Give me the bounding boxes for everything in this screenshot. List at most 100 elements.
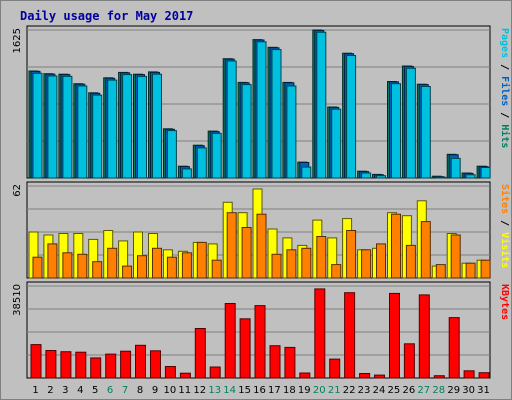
bar-hits-files-pages-pages-day-7 (122, 74, 133, 179)
x-tick-label: 31 (477, 385, 490, 396)
bar-visits-sites-sites-day-30 (465, 262, 476, 279)
x-tick-label: 13 (208, 385, 221, 396)
bar-visits-sites-sites-day-9 (152, 247, 162, 279)
legend-entry: Files (499, 76, 511, 106)
bar-kbytes-kbytes-day-27 (418, 294, 430, 379)
bar-hits-files-pages-pages-day-28 (435, 176, 446, 179)
x-tick-label: 3 (62, 385, 68, 396)
bar-hits-files-pages-pages-day-26 (405, 67, 416, 179)
bar-visits-sites-sites-day-5 (92, 261, 103, 279)
bar-visits-sites-sites-day-16 (256, 213, 267, 279)
bar-visits-sites-sites-day-8 (137, 255, 147, 279)
x-tick-label: 23 (358, 385, 371, 396)
x-tick-label: 16 (253, 385, 266, 396)
bar-hits-files-pages-pages-day-23 (361, 172, 372, 179)
x-tick-label: 8 (137, 385, 143, 396)
legend-entry: Visits (499, 232, 511, 268)
bar-kbytes-kbytes-day-14 (224, 303, 236, 379)
bar-visits-sites-sites-day-4 (77, 253, 88, 279)
x-tick-label: 1 (32, 385, 38, 396)
bar-kbytes-kbytes-day-30 (463, 370, 475, 379)
bar-kbytes-kbytes-day-31 (478, 372, 490, 379)
x-tick-label: 24 (373, 385, 386, 396)
bar-visits-sites-sites-day-28 (435, 264, 446, 279)
bar-hits-files-pages-pages-day-4 (77, 85, 88, 179)
legend-entry: Pages (499, 28, 510, 58)
bar-visits-sites-sites-day-11 (181, 252, 192, 279)
bar-hits-files-pages-pages-day-30 (465, 174, 476, 179)
bar-kbytes-kbytes-day-6 (105, 353, 117, 379)
bar-visits-sites-sites-day-2 (47, 243, 58, 279)
bar-visits-sites-sites-day-17 (271, 253, 282, 279)
bar-kbytes-kbytes-day-7 (120, 350, 132, 379)
bar-kbytes-kbytes-day-21 (329, 358, 341, 379)
legend-entry: / (499, 214, 510, 232)
bar-visits-sites-sites-day-3 (62, 252, 73, 279)
bar-hits-files-pages-pages-day-17 (271, 49, 282, 179)
bar-kbytes-kbytes-day-3 (60, 351, 72, 379)
bar-visits-sites-sites-day-29 (450, 234, 461, 279)
bar-kbytes-kbytes-day-4 (75, 351, 87, 379)
bar-hits-files-pages-pages-day-3 (62, 75, 73, 179)
bar-kbytes-kbytes-day-28 (433, 375, 445, 379)
x-tick-label: 22 (343, 385, 356, 396)
bar-kbytes-kbytes-day-11 (179, 372, 191, 379)
bar-visits-sites-sites-day-31 (480, 259, 491, 279)
bar-hits-files-pages-pages-day-6 (107, 79, 118, 179)
chart-panels: 1625 Pages / Files / Hits 62 Sites / Visits… (12, 25, 511, 379)
bar-hits-files-pages-pages-day-13 (211, 132, 222, 179)
bar-kbytes-kbytes-day-16 (254, 305, 266, 379)
x-tick-label: 14 (223, 385, 236, 396)
x-tick-label: 9 (152, 385, 158, 396)
bar-hits-files-pages-pages-day-19 (301, 166, 312, 179)
series-sites (32, 212, 491, 279)
legend: KBytes (499, 284, 510, 320)
x-tick-label: 19 (298, 385, 311, 396)
x-tick-label: 7 (122, 385, 128, 396)
bar-visits-sites-sites-day-19 (301, 247, 312, 279)
bar-kbytes-kbytes-day-20 (314, 288, 326, 379)
x-tick-label: 21 (328, 385, 341, 396)
x-tick-label: 17 (268, 385, 281, 396)
bar-kbytes-kbytes-day-26 (403, 343, 415, 379)
bar-visits-sites-sites-day-7 (122, 265, 133, 279)
bar-hits-files-pages-pages-day-22 (346, 55, 357, 179)
bar-hits-files-pages-pages-day-12 (196, 147, 207, 179)
bar-kbytes-kbytes-day-29 (448, 317, 460, 379)
panel-kbytes: 38510 KBytes (12, 281, 510, 379)
x-tick-label: 20 (313, 385, 326, 396)
bar-kbytes-kbytes-day-18 (284, 346, 296, 379)
bar-hits-files-pages-pages-day-5 (92, 94, 103, 179)
x-tick-label: 2 (47, 385, 53, 396)
bar-hits-files-pages-pages-day-9 (152, 73, 162, 179)
bar-hits-files-pages-pages-day-25 (391, 83, 401, 179)
legend: Pages / Files / Hits (499, 28, 511, 148)
bar-hits-files-pages-pages-day-24 (376, 175, 386, 179)
y-max-label: 38510 (12, 284, 23, 316)
bar-kbytes-kbytes-day-22 (344, 292, 356, 379)
bar-kbytes-kbytes-day-23 (359, 373, 371, 379)
bar-hits-files-pages-pages-day-11 (181, 168, 192, 179)
x-tick-label: 26 (403, 385, 416, 396)
bar-visits-sites-sites-day-27 (420, 221, 431, 279)
bar-kbytes-kbytes-day-2 (45, 350, 57, 379)
bar-kbytes-kbytes-day-25 (389, 292, 400, 379)
x-tick-label: 30 (462, 385, 475, 396)
bar-kbytes-kbytes-day-10 (164, 366, 176, 379)
bar-hits-files-pages-pages-day-2 (47, 75, 58, 179)
legend-entry: / (499, 106, 510, 124)
series-kbytes (30, 288, 490, 379)
chart-title: Daily usage for May 2017 (20, 9, 193, 23)
x-tick-label: 29 (447, 385, 460, 396)
bar-visits-sites-sites-day-23 (361, 249, 372, 279)
x-tick-label: 12 (193, 385, 206, 396)
x-tick-label: 6 (107, 385, 113, 396)
bar-kbytes-kbytes-day-17 (269, 345, 281, 379)
bar-kbytes-kbytes-day-12 (194, 328, 206, 379)
x-tick-label: 4 (77, 385, 83, 396)
bar-hits-files-pages-pages-day-1 (32, 72, 43, 179)
y-max-label: 1625 (12, 28, 23, 53)
bar-visits-sites-sites-day-25 (391, 213, 401, 279)
bar-hits-files-pages-pages-day-20 (316, 31, 327, 179)
x-tick-label: 5 (92, 385, 98, 396)
